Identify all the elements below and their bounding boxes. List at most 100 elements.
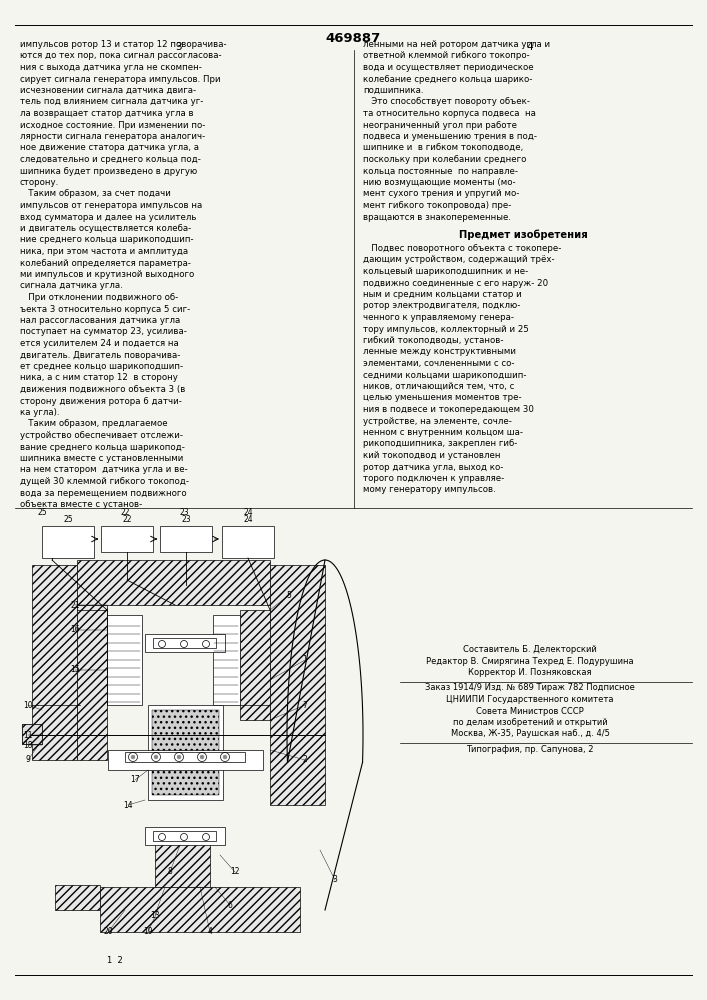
Text: 18: 18 <box>23 740 33 750</box>
Text: двигатель. Двигатель поворачива-: двигатель. Двигатель поворачива- <box>20 351 180 360</box>
Text: 24: 24 <box>243 508 253 517</box>
Text: и двигатель осуществляется колеба-: и двигатель осуществляется колеба- <box>20 224 192 233</box>
Text: ется усилителем 24 и подается на: ется усилителем 24 и подается на <box>20 339 179 348</box>
Text: ное движение статора датчика угла, а: ное движение статора датчика угла, а <box>20 143 199 152</box>
Text: ченного к управляемому генера-: ченного к управляемому генера- <box>363 313 514 322</box>
Text: вание среднего кольца шарикопод-: вание среднего кольца шарикопод- <box>20 442 185 452</box>
Text: устройство обеспечивает отслежи-: устройство обеспечивает отслежи- <box>20 431 183 440</box>
Text: 1  2: 1 2 <box>107 956 123 965</box>
Text: Подвес поворотного объекта с токопере-: Подвес поворотного объекта с токопере- <box>363 244 561 253</box>
Text: ъекта 3 относительно корпуса 5 сиг-: ъекта 3 относительно корпуса 5 сиг- <box>20 304 190 314</box>
Circle shape <box>177 755 181 759</box>
Text: вращаются в знакопеременные.: вращаются в знакопеременные. <box>363 213 511 222</box>
Bar <box>148 705 223 800</box>
Text: та относительно корпуса подвеса  на: та относительно корпуса подвеса на <box>363 109 536 118</box>
Text: 8: 8 <box>168 867 173 876</box>
Text: 21: 21 <box>70 600 80 609</box>
Text: ние среднего кольца шарикоподшип-: ние среднего кольца шарикоподшип- <box>20 235 194 244</box>
Text: мому генератору импульсов.: мому генератору импульсов. <box>363 486 496 494</box>
Text: 3: 3 <box>175 42 181 52</box>
Text: кольца постоянные  по направле-: кольца постоянные по направле- <box>363 166 518 176</box>
Text: Это способствует повороту объек-: Это способствует повороту объек- <box>363 98 530 106</box>
Text: Заказ 1914/9 Изд. № 689 Тираж 782 Подписное: Заказ 1914/9 Изд. № 689 Тираж 782 Подпис… <box>425 684 635 692</box>
Text: элементами, сочлененными с со-: элементами, сочлененными с со- <box>363 359 515 368</box>
Text: мент сухого трения и упругий мо-: мент сухого трения и упругий мо- <box>363 190 520 198</box>
Text: ла возвращает статор датчика угла в: ла возвращает статор датчика угла в <box>20 109 194 118</box>
Text: на нем статором  датчика угла и ве-: на нем статором датчика угла и ве- <box>20 466 188 475</box>
Text: ленными на ней ротором датчика угла и: ленными на ней ротором датчика угла и <box>363 40 550 49</box>
Text: вход сумматора и далее на усилитель: вход сумматора и далее на усилитель <box>20 213 197 222</box>
Text: 16: 16 <box>70 626 80 635</box>
Text: ника, при этом частота и амплитуда: ника, при этом частота и амплитуда <box>20 247 188 256</box>
Bar <box>77 560 270 605</box>
Text: поступает на сумматор 23, усилива-: поступает на сумматор 23, усилива- <box>20 328 187 336</box>
Text: При отклонении подвижного об-: При отклонении подвижного об- <box>20 293 178 302</box>
Text: седними кольцами шарикоподшип-: седними кольцами шарикоподшип- <box>363 370 527 379</box>
Circle shape <box>223 755 227 759</box>
Bar <box>213 615 240 705</box>
Text: шипника будет произведено в другую: шипника будет произведено в другую <box>20 166 197 176</box>
Text: импульсов от генератора импульсов на: импульсов от генератора импульсов на <box>20 201 202 210</box>
Text: Предмет изобретения: Предмет изобретения <box>459 230 588 240</box>
Text: исчезновении сигнала датчика двига-: исчезновении сигнала датчика двига- <box>20 86 196 95</box>
Text: сторону движения ротора 6 датчи-: сторону движения ротора 6 датчи- <box>20 396 182 406</box>
Text: колебаний определяется параметра-: колебаний определяется параметра- <box>20 258 191 267</box>
Text: 5: 5 <box>286 590 291 599</box>
Text: устройстве, на элементе, сочле-: устройстве, на элементе, сочле- <box>363 416 512 426</box>
Text: 17: 17 <box>130 776 140 784</box>
Bar <box>107 615 142 705</box>
Bar <box>22 724 42 744</box>
Text: движения подвижного объекта 3 (в: движения подвижного объекта 3 (в <box>20 385 185 394</box>
Text: целью уменьшения моментов тре-: целью уменьшения моментов тре- <box>363 393 522 402</box>
Text: Таким образом, предлагаемое: Таким образом, предлагаемое <box>20 420 168 428</box>
Bar <box>152 710 219 795</box>
Text: ленные между конструктивными: ленные между конструктивными <box>363 348 516 357</box>
Text: 22: 22 <box>120 508 130 517</box>
Text: ния с выхода датчика угла не скомпен-: ния с выхода датчика угла не скомпен- <box>20 63 202 72</box>
Text: объекта вместе с установ-: объекта вместе с установ- <box>20 500 142 509</box>
Text: Типография, пр. Сапунова, 2: Типография, пр. Сапунова, 2 <box>466 745 594 754</box>
Bar <box>145 634 225 652</box>
Bar <box>222 526 274 558</box>
Text: Корректор И. Позняковская: Корректор И. Позняковская <box>468 668 592 677</box>
Bar <box>153 831 216 841</box>
Text: ЦНИИПИ Государственного комитета: ЦНИИПИ Государственного комитета <box>446 695 614 704</box>
Text: лярности сигнала генератора аналогич-: лярности сигнала генератора аналогич- <box>20 132 205 141</box>
Bar <box>101 526 153 552</box>
Text: кий токоподвод и установлен: кий токоподвод и установлен <box>363 451 501 460</box>
Text: 1: 1 <box>303 656 308 664</box>
Bar <box>145 827 225 845</box>
Circle shape <box>154 755 158 759</box>
Text: Редактор В. Смирягина Техред Е. Подурушина: Редактор В. Смирягина Техред Е. Подуруши… <box>426 656 633 666</box>
Text: по делам изобретений и открытий: по делам изобретений и открытий <box>452 718 607 727</box>
Text: дущей 30 клеммой гибкого токопод-: дущей 30 клеммой гибкого токопод- <box>20 477 189 486</box>
Text: Составитель Б. Делекторский: Составитель Б. Делекторский <box>463 645 597 654</box>
Text: 12: 12 <box>230 867 240 876</box>
Text: Таким образом, за счет подачи: Таким образом, за счет подачи <box>20 190 171 198</box>
Text: Совета Министров СССР: Совета Министров СССР <box>476 706 584 716</box>
Circle shape <box>200 755 204 759</box>
Text: 24: 24 <box>243 515 253 524</box>
Text: 19: 19 <box>144 928 153 936</box>
Bar <box>55 885 100 910</box>
Bar <box>100 887 300 932</box>
Text: колебание среднего кольца шарико-: колебание среднего кольца шарико- <box>363 75 532 84</box>
Bar <box>42 526 94 558</box>
Text: 4: 4 <box>527 42 533 52</box>
Text: импульсов ротор 13 и статор 12 поворачива-: импульсов ротор 13 и статор 12 поворачив… <box>20 40 227 49</box>
Text: 10: 10 <box>23 700 33 710</box>
Bar <box>108 750 263 770</box>
Bar <box>270 565 325 805</box>
Text: тору импульсов, коллекторный и 25: тору импульсов, коллекторный и 25 <box>363 324 529 334</box>
Text: исходное состояние. При изменении по-: исходное состояние. При изменении по- <box>20 120 205 129</box>
Text: сирует сигнала генератора импульсов. При: сирует сигнала генератора импульсов. При <box>20 75 221 84</box>
Text: 13: 13 <box>150 910 160 920</box>
Text: 11: 11 <box>23 730 33 740</box>
Bar <box>240 610 270 720</box>
Text: кольцевый шарикоподшипник и не-: кольцевый шарикоподшипник и не- <box>363 267 528 276</box>
Text: 14: 14 <box>123 800 133 810</box>
Bar <box>32 565 77 760</box>
Text: ника, а с ним статор 12  в сторону: ника, а с ним статор 12 в сторону <box>20 373 178 382</box>
Text: 25: 25 <box>63 515 73 524</box>
Text: Москва, Ж-35, Раушская наб., д. 4/5: Москва, Ж-35, Раушская наб., д. 4/5 <box>450 730 609 738</box>
